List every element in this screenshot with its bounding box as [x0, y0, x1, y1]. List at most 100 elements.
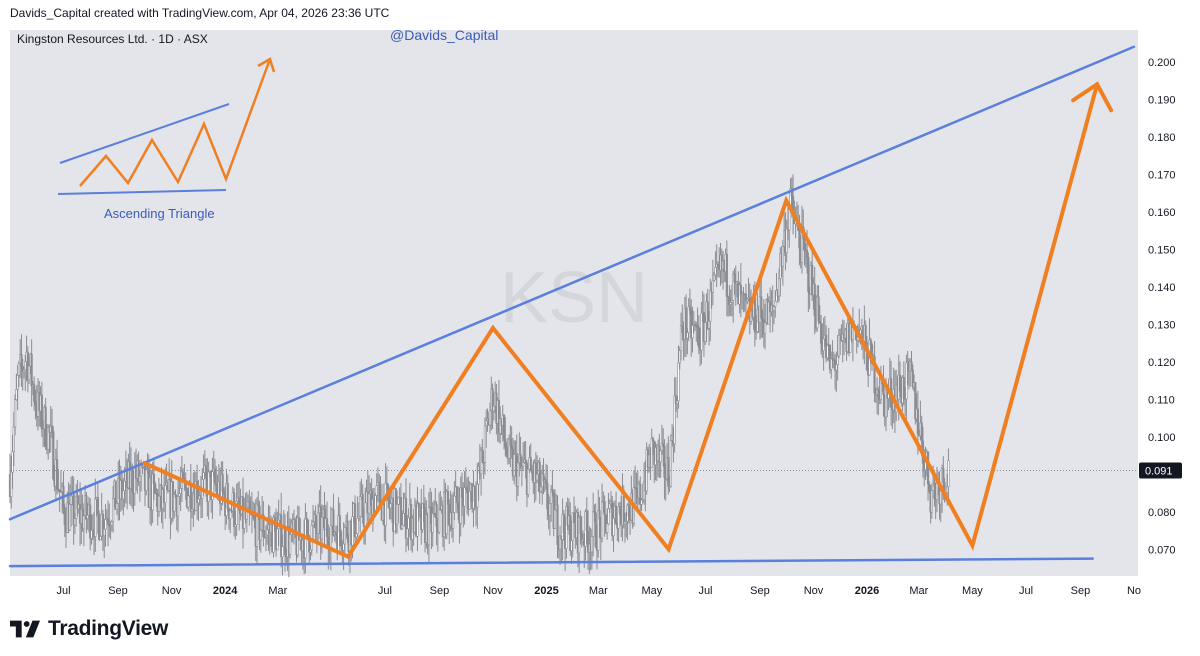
candle-body — [422, 503, 425, 509]
candle-body — [364, 502, 367, 527]
candle-body — [11, 451, 14, 473]
candle-body — [603, 501, 606, 516]
candle-body — [571, 512, 574, 542]
candle-body — [353, 503, 357, 538]
candle-body — [920, 422, 923, 442]
candle-body — [207, 471, 210, 502]
candle-body — [226, 483, 229, 509]
candle-body — [774, 300, 777, 307]
candle-body — [933, 482, 936, 487]
candle-body — [676, 400, 679, 405]
candle-body — [617, 506, 620, 529]
symbol-label[interactable]: Kingston Resources Ltd. · 1D · ASX — [17, 32, 208, 46]
candle-body — [798, 229, 801, 249]
candle-body — [229, 510, 232, 520]
candle-body — [138, 475, 141, 482]
candle-body — [215, 482, 218, 487]
candle-body — [826, 344, 829, 359]
candle-body — [468, 491, 471, 510]
candle-body — [585, 511, 588, 532]
candle-body — [52, 431, 55, 480]
candle-body — [562, 514, 565, 534]
candle-body — [466, 486, 469, 494]
candle-body — [572, 512, 576, 524]
tradingview-logo[interactable]: TradingView — [10, 617, 168, 641]
candle-body — [384, 482, 387, 526]
x-tick-label: Nov — [162, 585, 182, 597]
candle-body — [513, 454, 516, 477]
candle-body — [713, 274, 716, 281]
candle-body — [516, 462, 520, 487]
y-tick-label: 0.100 — [1148, 432, 1176, 444]
candle-body — [659, 450, 662, 463]
candle-body — [651, 438, 655, 442]
candle-body — [928, 483, 931, 492]
candle-body — [343, 527, 346, 545]
candle-body — [612, 517, 615, 536]
candle-body — [106, 518, 110, 525]
candle-body — [618, 506, 622, 514]
candle-body — [600, 501, 604, 539]
ascending-triangle-inset — [57, 57, 276, 195]
candle-body — [453, 495, 456, 513]
candle-body — [395, 504, 399, 525]
candle-body — [502, 414, 506, 440]
candle-body — [639, 483, 642, 505]
candle-body — [94, 498, 97, 537]
candle-body — [527, 469, 530, 495]
inset-pattern-line — [79, 58, 272, 187]
candle-body — [10, 471, 13, 498]
candle-body — [12, 426, 15, 453]
pattern-arrow-head — [1071, 81, 1114, 113]
candle-body — [488, 410, 492, 426]
candle-body — [716, 263, 720, 267]
candle-body — [813, 283, 816, 317]
x-tick-label: Jul — [57, 585, 71, 597]
candle-body — [551, 489, 554, 493]
candle-body — [311, 521, 315, 526]
candle-body — [152, 473, 155, 484]
candle-body — [342, 543, 345, 551]
inset-arrow-head — [257, 57, 276, 73]
candle-body — [276, 528, 279, 551]
candle-body — [916, 408, 919, 435]
inset-support-line — [57, 189, 227, 195]
candle-body — [211, 471, 214, 500]
candle-body — [539, 486, 543, 492]
candle-body — [402, 513, 405, 526]
candle-body — [785, 228, 788, 254]
candle-body — [334, 532, 338, 535]
candle-body — [594, 512, 597, 548]
candle-body — [346, 520, 349, 540]
candle-body — [22, 369, 26, 373]
x-tick-label: Sep — [1071, 585, 1091, 597]
candle-body — [807, 256, 810, 292]
x-tick-label: Mar — [909, 585, 928, 597]
candle-body — [686, 332, 689, 339]
candle-body — [255, 503, 259, 547]
x-axis[interactable]: Jul Sep Nov 2024 Mar Jul Sep Nov 2025 Mar May Jul Se… — [57, 585, 1141, 597]
candle-body — [673, 395, 676, 445]
y-tick-label: 0.110 — [1148, 394, 1175, 406]
pattern-group[interactable] — [142, 81, 1114, 560]
y-axis[interactable]: 0.200 0.190 0.180 0.170 0.160 0.150 0.140 0.130… — [1138, 30, 1200, 576]
candle-body — [836, 355, 839, 365]
candle-body — [131, 468, 134, 492]
candle-body — [222, 490, 226, 495]
candle-body — [457, 502, 460, 510]
candle-body — [707, 320, 711, 329]
candle-body — [942, 468, 945, 483]
candle-body — [99, 536, 102, 540]
candle-body — [178, 493, 181, 497]
candle-body — [213, 468, 217, 484]
price-chart[interactable]: KSN Kingston Resources Ltd. · 1D · ASX @… — [0, 30, 1200, 606]
y-tick-label: 0.200 — [1148, 57, 1176, 69]
candle-body — [96, 497, 99, 515]
candle-body — [56, 459, 59, 490]
candle-body — [329, 525, 332, 551]
candle-body — [830, 358, 833, 370]
candle-body — [700, 312, 703, 351]
candle-body — [761, 317, 764, 321]
chart-area[interactable]: KSN Kingston Resources Ltd. · 1D · ASX @… — [0, 30, 1200, 606]
trendlines-group[interactable] — [8, 45, 1136, 568]
